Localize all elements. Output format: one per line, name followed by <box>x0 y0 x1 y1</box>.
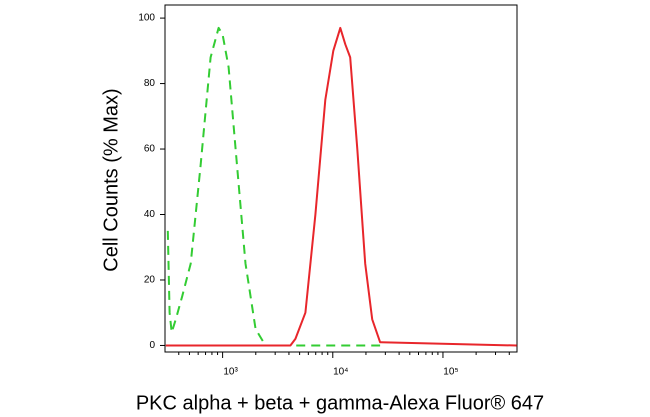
y-tick-label: 80 <box>144 78 156 89</box>
y-axis-title: Cell Counts (% Max) <box>100 88 122 271</box>
x-axis-title: PKC alpha + beta + gamma-Alexa Fluor® 64… <box>136 392 544 414</box>
histogram-line <box>166 26 381 347</box>
histogram-line <box>165 26 517 347</box>
x-tick-label: 10³ <box>223 367 238 378</box>
x-tick-label: 10⁴ <box>333 367 348 378</box>
y-tick-label: 20 <box>144 275 156 286</box>
y-tick-label: 100 <box>138 13 155 24</box>
y-tick-label: 0 <box>149 340 155 351</box>
plot-frame <box>164 4 518 353</box>
y-tick-label: 40 <box>144 209 156 220</box>
y-tick-label: 60 <box>144 144 156 155</box>
x-tick-label: 10⁵ <box>443 367 458 378</box>
